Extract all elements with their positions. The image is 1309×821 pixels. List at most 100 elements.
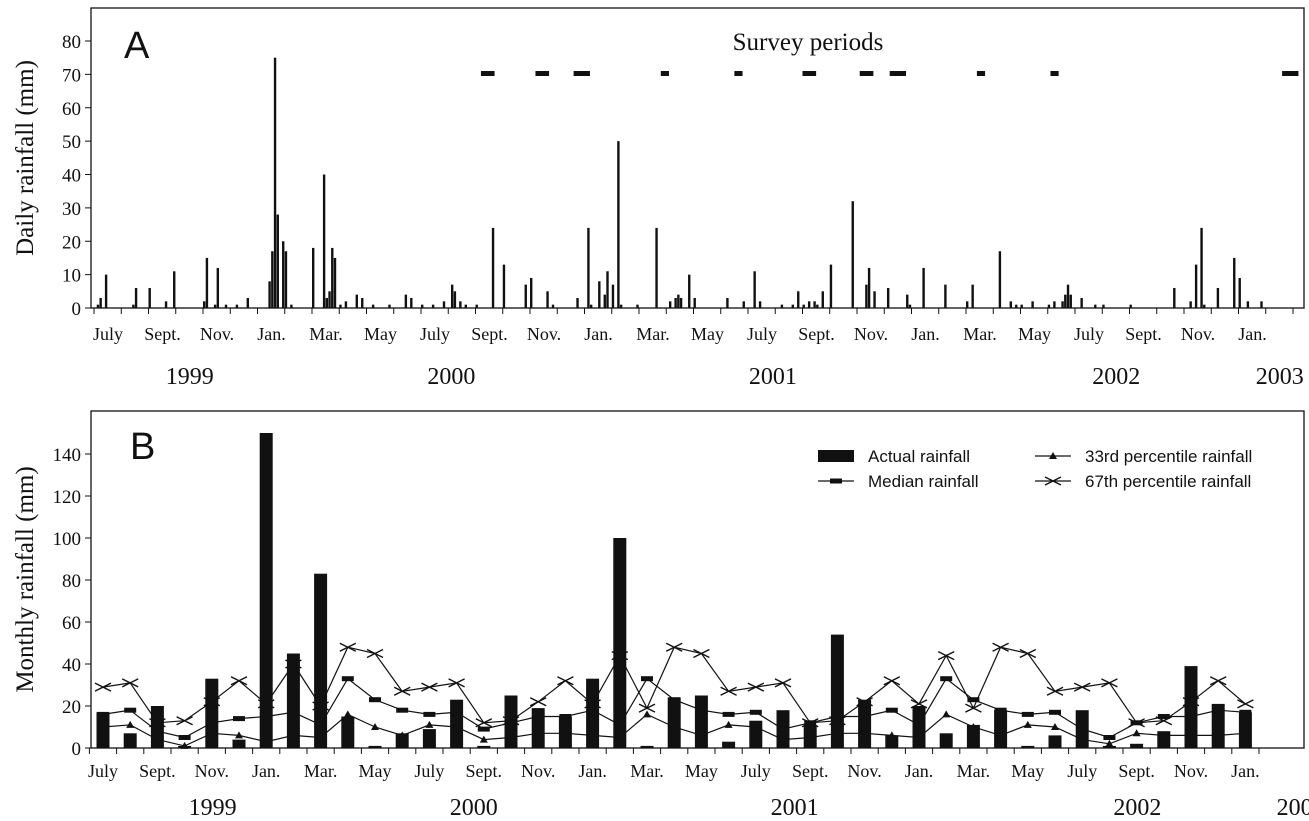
daily-rainfall-bar [502, 264, 506, 308]
survey-period-bar [1050, 71, 1059, 76]
survey-periods-annotation: Survey periods [733, 29, 884, 56]
x-year-label-a: 2000 [427, 364, 475, 390]
percentile-33-marker [343, 710, 352, 718]
median-marker [1076, 726, 1089, 732]
daily-rainfall-bar [339, 304, 342, 308]
daily-rainfall-bar [530, 277, 533, 308]
percentile-67-marker [257, 699, 275, 709]
percentile-33-marker [860, 729, 869, 737]
daily-rainfall-bar [603, 294, 606, 308]
daily-rainfall-bar [851, 201, 854, 308]
daily-rainfall-bar [1009, 301, 1012, 308]
monthly-rainfall-bar [667, 697, 681, 748]
y-tick-label-a: 60 [62, 99, 81, 120]
daily-rainfall-bar [655, 227, 658, 308]
x-year-label-b: 2000 [450, 795, 498, 821]
monthly-rainfall-bar [395, 733, 409, 748]
daily-rainfall-bar [546, 291, 549, 308]
daily-rainfall-bar [1189, 301, 1192, 308]
percentile-67-marker [1209, 676, 1227, 686]
percentile-67-marker [421, 682, 438, 692]
y-tick-label-a: 10 [62, 266, 81, 287]
daily-rainfall-bar [224, 304, 228, 308]
median-marker [97, 711, 109, 717]
daily-rainfall-bar [886, 287, 890, 308]
daily-rainfall-bar [813, 301, 816, 308]
percentile-33-marker [942, 710, 951, 718]
x-month-label-a: Jan. [1238, 324, 1267, 344]
daily-rainfall-bar [1203, 304, 1206, 308]
y-tick-label-a: 40 [62, 166, 81, 187]
monthly-rainfall-bar [368, 745, 382, 748]
median-marker [749, 709, 762, 715]
daily-rainfall-bar [450, 284, 454, 308]
y-tick-label-b: 80 [62, 571, 81, 592]
daily-rainfall-bar [355, 294, 358, 308]
x-month-label-a: July [1074, 324, 1104, 344]
median-marker [1021, 711, 1034, 717]
median-marker [260, 714, 273, 719]
daily-rainfall-bar [906, 294, 909, 308]
daily-rainfall-bar [464, 304, 467, 308]
median-marker [858, 714, 871, 719]
percentile-33-marker [316, 733, 325, 741]
daily-rainfall-bar [203, 301, 206, 308]
x-month-label-b: Nov. [195, 761, 229, 781]
median-marker [559, 714, 572, 719]
daily-rainfall-bar [816, 304, 819, 308]
daily-rainfall-bar [829, 264, 833, 308]
monthly-rainfall-bar [613, 538, 627, 748]
percentile-33-marker [262, 737, 271, 745]
percentile-67-marker [121, 678, 139, 688]
y-tick-label-b: 40 [62, 655, 81, 676]
x-month-label-a: July [747, 324, 777, 344]
survey-period-bar [660, 71, 669, 76]
x-year-label-a: 2003 [1256, 364, 1304, 390]
median-marker [940, 676, 953, 682]
daily-rainfall-bar [1102, 304, 1105, 308]
percentile-67-marker [638, 703, 656, 713]
median-marker [1185, 714, 1197, 719]
x-month-label-a: Mar. [963, 324, 997, 344]
percentile-33-marker [697, 731, 706, 739]
daily-rainfall-bar [679, 297, 683, 308]
monthly-rainfall-bar [422, 729, 436, 748]
daily-rainfall-bar [998, 251, 1002, 308]
median-marker [341, 676, 354, 682]
percentile-33-marker [833, 729, 842, 737]
median-marker [396, 707, 409, 713]
percentile-67-marker [285, 659, 302, 669]
daily-rainfall-bar [1020, 304, 1023, 308]
daily-rainfall-bar [619, 304, 623, 308]
daily-rainfall-bar [971, 284, 974, 308]
x-year-label-b: 1999 [189, 795, 237, 821]
percentile-67-marker [149, 718, 166, 728]
percentile-33-marker [235, 731, 243, 739]
daily-rainfall-bar [1047, 304, 1051, 308]
x-year-label-a: 2002 [1092, 364, 1140, 390]
daily-rainfall-bar [742, 301, 745, 308]
y-tick-label-a: 80 [62, 32, 81, 53]
percentile-33-marker [779, 735, 787, 743]
x-month-label-a: May [691, 324, 724, 344]
survey-period-bar [889, 71, 907, 76]
daily-rainfall-bar [944, 284, 947, 308]
percentile-67-marker [774, 678, 792, 688]
daily-rainfall-bar [1194, 264, 1198, 308]
survey-period-bar [734, 71, 743, 76]
monthly-rainfall-bar [1130, 743, 1144, 748]
daily-rainfall-bar [1080, 297, 1083, 308]
percentile-33-marker [1187, 731, 1195, 739]
daily-rainfall-bar [797, 291, 800, 308]
daily-rainfall-bar [576, 297, 579, 308]
legend-label-33rd: 33rd percentile rainfall [1085, 447, 1252, 466]
percentile-67-marker [883, 676, 901, 686]
daily-rainfall-bar [1031, 301, 1034, 308]
median-marker [830, 478, 842, 484]
percentile-33-marker [1023, 720, 1032, 728]
percentile-67-marker [1044, 476, 1062, 486]
x-month-label-a: Mar. [636, 324, 670, 344]
percentile-67-marker [448, 678, 465, 688]
percentile-33-marker [915, 733, 923, 741]
x-month-label-b: May [685, 761, 718, 781]
